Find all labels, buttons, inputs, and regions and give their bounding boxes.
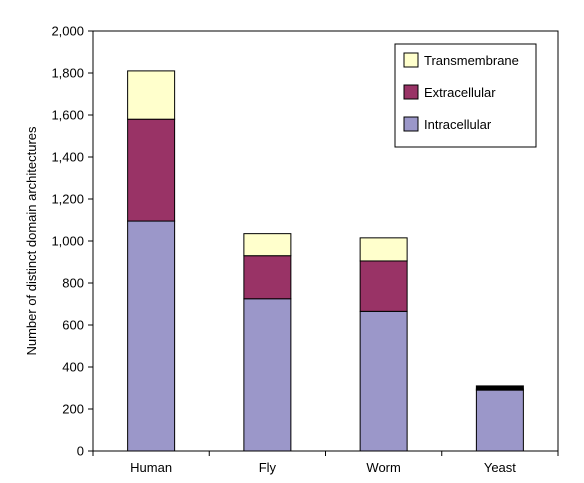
bar-transmembrane-yeast bbox=[475, 385, 524, 390]
bar-intracellular-human bbox=[127, 220, 176, 452]
y-tick-label: 1,000 bbox=[51, 234, 84, 249]
legend-swatch-transmembrane bbox=[403, 52, 419, 68]
bar-extracellular-worm bbox=[359, 260, 408, 312]
legend-label-extracellular: Extracellular bbox=[424, 85, 496, 100]
legend-label-intracellular: Intracellular bbox=[424, 117, 492, 132]
y-tick-label: 0 bbox=[77, 444, 84, 459]
bar-transmembrane-worm bbox=[359, 237, 408, 262]
y-axis-title: Number of distinct domain architectures bbox=[24, 126, 39, 356]
y-tick-label: 800 bbox=[62, 276, 84, 291]
legend-swatch-intracellular bbox=[403, 116, 419, 132]
y-tick-label: 400 bbox=[62, 360, 84, 375]
bar-extracellular-fly bbox=[243, 255, 292, 300]
x-axis-ticks: Human Fly Worm Yeast bbox=[92, 451, 559, 475]
x-tick-label: Human bbox=[130, 460, 172, 475]
y-axis-ticks: 0 200 400 600 800 1,000 1,200 1,400 1,600 1,800 2,… bbox=[51, 24, 93, 459]
x-tick-label: Fly bbox=[259, 460, 277, 475]
bar-intracellular-worm bbox=[359, 310, 408, 452]
legend-swatch-extracellular bbox=[403, 84, 419, 100]
y-tick-label: 1,200 bbox=[51, 192, 84, 207]
legend: Transmembrane Extracellular Intracellular bbox=[394, 43, 537, 148]
bars bbox=[127, 70, 524, 452]
bar-transmembrane-fly bbox=[243, 233, 292, 257]
y-tick-label: 1,800 bbox=[51, 66, 84, 81]
y-tick-label: 200 bbox=[62, 402, 84, 417]
y-tick-label: 1,400 bbox=[51, 150, 84, 165]
bar-transmembrane-human bbox=[127, 70, 176, 120]
x-tick-label: Worm bbox=[366, 460, 400, 475]
x-tick-label: Yeast bbox=[484, 460, 516, 475]
y-tick-label: 1,600 bbox=[51, 108, 84, 123]
plot-area-frame bbox=[92, 30, 559, 452]
bar-extracellular-human bbox=[127, 118, 176, 222]
legend-label-transmembrane: Transmembrane bbox=[424, 53, 519, 68]
y-tick-label: 600 bbox=[62, 318, 84, 333]
bar-intracellular-yeast bbox=[475, 389, 524, 452]
y-tick-label: 2,000 bbox=[51, 24, 84, 39]
bar-intracellular-fly bbox=[243, 298, 292, 452]
